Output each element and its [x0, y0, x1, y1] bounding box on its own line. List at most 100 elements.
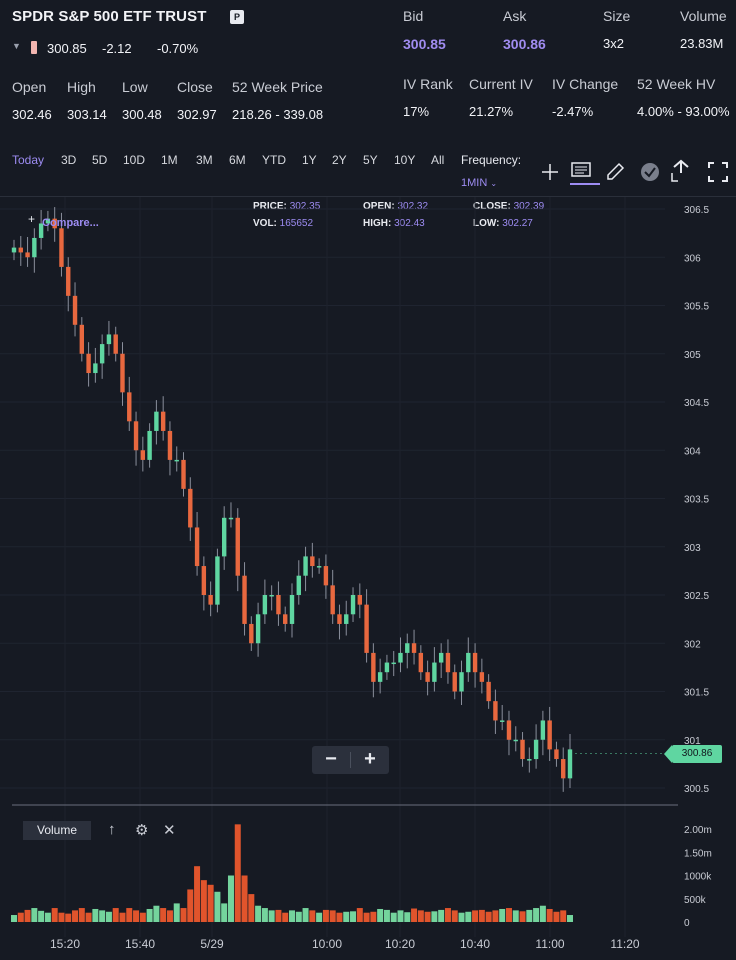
range-5d[interactable]: 5D	[92, 153, 108, 167]
candle-body	[194, 527, 200, 567]
volume-bar	[505, 908, 512, 922]
volume-bar	[234, 824, 241, 922]
range-10d[interactable]: 10D	[123, 153, 146, 167]
candle-body	[79, 324, 85, 354]
crosshair-icon[interactable]	[540, 162, 560, 182]
volume-bar	[207, 884, 214, 922]
iv-rank-label: IV Rank	[403, 76, 453, 92]
news-icon[interactable]	[570, 161, 600, 187]
candle-body	[154, 411, 159, 431]
share-icon[interactable]	[668, 159, 694, 185]
range-5y[interactable]: 5Y	[363, 153, 378, 167]
fullscreen-icon[interactable]	[707, 161, 729, 183]
volume-bar	[85, 912, 92, 922]
candle-body	[228, 517, 234, 520]
ask-value: 300.86	[503, 36, 546, 52]
iv-change-value: -2.47%	[552, 104, 594, 119]
check-circle-icon[interactable]	[639, 161, 661, 183]
time-tick-label: 10:00	[312, 937, 342, 951]
pencil-icon[interactable]	[604, 161, 626, 183]
volume-bar	[72, 910, 79, 922]
range-ytd[interactable]: YTD	[262, 153, 286, 167]
candle-body	[215, 556, 220, 605]
week52-label: 52 Week Price	[232, 79, 323, 95]
volume-bar	[31, 908, 38, 922]
candle-body	[445, 652, 451, 673]
candle-body	[133, 421, 139, 451]
info-price-value: 302.35	[289, 201, 321, 212]
frequency-dropdown[interactable]: 1MIN ⌄	[461, 177, 497, 189]
candle-body	[86, 353, 91, 374]
volume-label: Volume	[680, 8, 727, 24]
volume-bar	[166, 910, 173, 922]
price-tick-label: 304	[684, 446, 701, 457]
candle-body	[418, 652, 424, 673]
volume-bar	[282, 912, 289, 922]
chevron-down-icon[interactable]: ▼	[12, 41, 21, 51]
range-3d[interactable]: 3D	[61, 153, 77, 167]
candle-body	[452, 672, 457, 692]
candle-body	[533, 739, 539, 760]
toolbar-divider	[0, 196, 736, 197]
price-tick-label: 302.5	[684, 591, 709, 602]
candle-body	[174, 459, 179, 462]
candle-body	[520, 739, 525, 760]
range-all[interactable]: All	[431, 153, 445, 167]
volume-bar	[411, 908, 418, 922]
candle-body	[59, 228, 64, 267]
compare-link[interactable]: Compare...	[42, 217, 99, 229]
close-label: Close	[177, 79, 213, 95]
gear-icon[interactable]: ⚙	[135, 822, 149, 839]
candle-body	[201, 566, 207, 595]
price-tick-label: 300.5	[684, 784, 709, 795]
range-1m[interactable]: 1M	[161, 153, 178, 167]
volume-bar	[180, 908, 187, 922]
candle-body	[140, 450, 146, 460]
volume-tick-label: 1000k	[684, 872, 712, 883]
current-iv-value: 21.27%	[469, 104, 514, 119]
range-3m[interactable]: 3M	[196, 153, 213, 167]
candle-body	[540, 720, 546, 740]
range-10y[interactable]: 10Y	[394, 153, 416, 167]
candle-body	[405, 643, 410, 653]
candle-body	[350, 595, 356, 615]
price-chart[interactable]: 306.5 306 305.5 305 304.5 304 303.5 303 302.5 302…	[0, 197, 736, 960]
arrow-up-icon[interactable]: ↑	[108, 821, 116, 838]
volume-bar	[560, 910, 567, 922]
volume-bar	[173, 903, 180, 922]
plus-icon[interactable]: +	[28, 212, 36, 226]
candle-body	[262, 595, 268, 615]
range-1y[interactable]: 1Y	[302, 153, 317, 167]
zoom-in-button[interactable]: +	[364, 748, 376, 770]
candle-body	[181, 459, 186, 489]
volume-bar	[329, 910, 336, 922]
range-6m[interactable]: 6M	[229, 153, 246, 167]
price-tick-label: 302	[684, 639, 701, 650]
range-today[interactable]: Today	[12, 153, 45, 167]
volume-bar	[105, 911, 112, 922]
candle-body	[11, 247, 17, 253]
volume-bar	[404, 912, 411, 922]
info-open-label: OPEN:	[363, 201, 395, 212]
candle-body	[38, 223, 44, 238]
size-value: 3x2	[603, 36, 624, 51]
candle-body	[391, 662, 396, 665]
range-2y[interactable]: 2Y	[332, 153, 347, 167]
volume-bar	[383, 909, 390, 922]
close-icon[interactable]: ✕	[163, 822, 176, 839]
volume-bar	[526, 909, 533, 922]
volume-bar	[51, 908, 58, 922]
volume-bar	[153, 905, 160, 922]
candle-body	[147, 430, 152, 460]
volume-bar	[227, 875, 234, 922]
price-tick-label: 306.5	[684, 205, 709, 216]
volume-bar	[512, 910, 519, 922]
info-high-label: HIGH:	[363, 218, 392, 229]
iv-change-label: IV Change	[552, 76, 619, 92]
candle-body	[344, 614, 349, 624]
volume-bar	[214, 891, 221, 922]
volume-indicator-label: Volume	[23, 821, 91, 840]
candle-body	[310, 556, 315, 567]
zoom-out-button[interactable]: −	[325, 748, 337, 770]
high-label: High	[67, 79, 96, 95]
